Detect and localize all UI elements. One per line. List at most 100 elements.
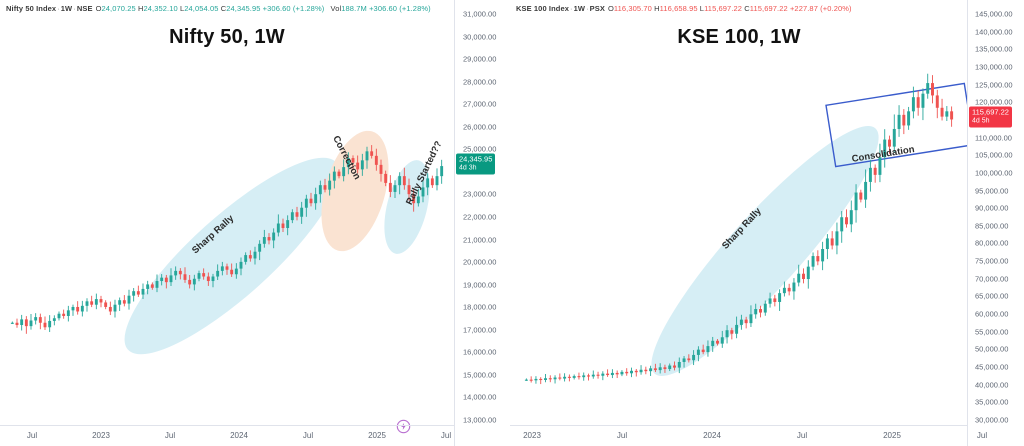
price-tick: 35,000.00 bbox=[975, 397, 1009, 407]
time-tick: 2025 bbox=[368, 431, 386, 440]
price-tick: 95,000.00 bbox=[975, 186, 1009, 196]
price-tick: 45,000.00 bbox=[975, 362, 1009, 372]
current-price-tag[interactable]: 115,697.22 4d 5h bbox=[969, 106, 1012, 128]
legend-symbol[interactable]: Nifty 50 Index bbox=[6, 4, 57, 13]
price-tick: 110,000.00 bbox=[975, 133, 1012, 143]
highlight-rally-started bbox=[384, 160, 430, 254]
legend-low-label: L bbox=[179, 4, 185, 13]
price-tick: 18,000.00 bbox=[463, 302, 497, 312]
legend-change: +227.87 (+0.20%) bbox=[789, 4, 852, 13]
price-tick: 17,000.00 bbox=[463, 325, 497, 335]
legend-exchange[interactable]: PSX bbox=[589, 4, 605, 13]
current-price-tag[interactable]: 24,345.95 4d 3h bbox=[456, 153, 496, 175]
price-tick: 22,000.00 bbox=[463, 212, 497, 222]
price-tick: 20,000.00 bbox=[463, 257, 497, 267]
price-tick: 26,000.00 bbox=[463, 122, 497, 132]
price-tick: 31,000.00 bbox=[463, 9, 497, 19]
legend-kse100[interactable]: KSE 100 Index·1W·PSX O116,305.70 H116,658… bbox=[516, 4, 852, 13]
candlestick-svg-left bbox=[10, 130, 444, 355]
legend-close-label: C bbox=[744, 4, 750, 13]
legend-high-value: 116,658.95 bbox=[659, 4, 698, 13]
price-tick: 55,000.00 bbox=[975, 327, 1009, 337]
price-scale-left[interactable]: 31,000.00 30,000.00 29,000.00 28,000.00 27,0… bbox=[454, 0, 510, 446]
price-tick: 29,000.00 bbox=[463, 54, 497, 64]
legend-open-value: 24,070.25 bbox=[101, 4, 136, 13]
price-tick: 30,000.00 bbox=[463, 32, 497, 42]
legend-open-label: O bbox=[607, 4, 614, 13]
legend-exchange[interactable]: NSE bbox=[76, 4, 93, 13]
price-tick: 125,000.00 bbox=[975, 80, 1013, 90]
price-scale-right[interactable]: 145,000.00 140,000.00 135,000.00 130,000.00… bbox=[967, 0, 1024, 446]
chart-panel-nifty50[interactable]: Nifty 50 Index·1W·NSE O24,070.25 H24,352.… bbox=[0, 0, 510, 446]
price-tick: 80,000.00 bbox=[975, 238, 1009, 248]
time-scale-left[interactable]: Jul 2023 Jul 2024 Jul 2025 Jul bbox=[0, 425, 454, 446]
price-tick: 21,000.00 bbox=[463, 235, 497, 245]
price-tick: 70,000.00 bbox=[975, 274, 1009, 284]
price-tick: 65,000.00 bbox=[975, 291, 1009, 301]
highlight-sharp-rally bbox=[651, 126, 879, 376]
price-countdown: 4d 5h bbox=[972, 117, 990, 125]
legend-high-label: H bbox=[654, 4, 660, 13]
highlight-consolidation-box bbox=[825, 82, 968, 168]
price-tick: 85,000.00 bbox=[975, 221, 1009, 231]
price-tick: 40,000.00 bbox=[975, 380, 1009, 390]
page-title-right: KSE 100, 1W bbox=[677, 26, 801, 48]
price-tick: 100,000.00 bbox=[975, 168, 1013, 178]
price-tick: 120,000.00 bbox=[975, 97, 1013, 107]
legend-interval[interactable]: 1W bbox=[60, 4, 73, 13]
price-tick: 105,000.00 bbox=[975, 150, 1013, 160]
price-tick: 19,000.00 bbox=[463, 280, 497, 290]
time-tick: Jul bbox=[796, 431, 808, 440]
price-tick: 50,000.00 bbox=[975, 344, 1009, 354]
price-tick: 28,000.00 bbox=[463, 77, 497, 87]
current-price-value: 24,345.95 bbox=[459, 154, 493, 164]
legend-volume-value: 188.7M bbox=[341, 4, 367, 13]
candlestick-svg-right bbox=[524, 73, 968, 385]
legend-symbol[interactable]: KSE 100 Index bbox=[516, 4, 569, 13]
price-tick: 90,000.00 bbox=[975, 203, 1009, 213]
legend-nifty50[interactable]: Nifty 50 Index·1W·NSE O24,070.25 H24,352.… bbox=[6, 4, 431, 13]
price-tick: 25,000.00 bbox=[463, 144, 497, 154]
legend-high-value: 24,352.10 bbox=[143, 4, 178, 13]
price-tick: 13,000.00 bbox=[463, 415, 497, 425]
legend-low-value: 24,054.05 bbox=[184, 4, 219, 13]
legend-low-label: L bbox=[699, 4, 705, 13]
legend-high-label: H bbox=[137, 4, 144, 13]
time-tick: 2023 bbox=[92, 431, 110, 440]
legend-interval[interactable]: 1W bbox=[573, 4, 586, 13]
time-scale-right[interactable]: 2023 Jul 2024 Jul 2025 Jul bbox=[510, 425, 987, 446]
time-tick: Jul bbox=[26, 431, 38, 440]
legend-volume-label: Vol bbox=[330, 4, 342, 13]
current-price-value: 115,697.22 bbox=[972, 107, 1009, 117]
highlight-sharp-rally bbox=[124, 157, 340, 355]
price-tick: 60,000.00 bbox=[975, 309, 1009, 319]
page-title-left: Nifty 50, 1W bbox=[169, 26, 285, 48]
time-tick: Jul bbox=[976, 431, 988, 440]
legend-close-label: C bbox=[220, 4, 227, 13]
time-tick: Jul bbox=[302, 431, 314, 440]
chart-panel-kse100[interactable]: KSE 100 Index·1W·PSX O116,305.70 H116,658… bbox=[510, 0, 1024, 446]
plot-area-nifty50[interactable]: Sharp Rally Correction Rally Started?? bbox=[0, 16, 454, 426]
time-tick: 2025 bbox=[883, 431, 901, 440]
price-tick: 140,000.00 bbox=[975, 27, 1013, 37]
legend-open-value: 116,305.70 bbox=[613, 4, 652, 13]
price-tick: 27,000.00 bbox=[463, 99, 497, 109]
price-tick: 30,000.00 bbox=[975, 415, 1009, 425]
time-tick: Jul bbox=[164, 431, 176, 440]
legend-change: +306.60 (+1.28%) bbox=[262, 4, 325, 13]
replay-badge-icon[interactable] bbox=[396, 419, 411, 434]
price-tick: 75,000.00 bbox=[975, 256, 1009, 266]
price-tick: 135,000.00 bbox=[975, 44, 1013, 54]
price-tick: 15,000.00 bbox=[463, 370, 497, 380]
price-tick: 16,000.00 bbox=[463, 347, 497, 357]
price-tick: 145,000.00 bbox=[975, 9, 1013, 19]
price-countdown: 4d 3h bbox=[459, 164, 477, 172]
price-tick: 14,000.00 bbox=[463, 392, 497, 402]
legend-volume-change: +306.60 (+1.28%) bbox=[369, 4, 431, 13]
time-tick: Jul bbox=[440, 431, 452, 440]
plot-area-kse100[interactable]: Sharp Rally Consolidation bbox=[510, 16, 968, 426]
time-tick: 2023 bbox=[523, 431, 541, 440]
legend-close-value: 24,345.95 bbox=[226, 4, 261, 13]
price-tick: 23,000.00 bbox=[463, 189, 497, 199]
time-tick: Jul bbox=[616, 431, 628, 440]
